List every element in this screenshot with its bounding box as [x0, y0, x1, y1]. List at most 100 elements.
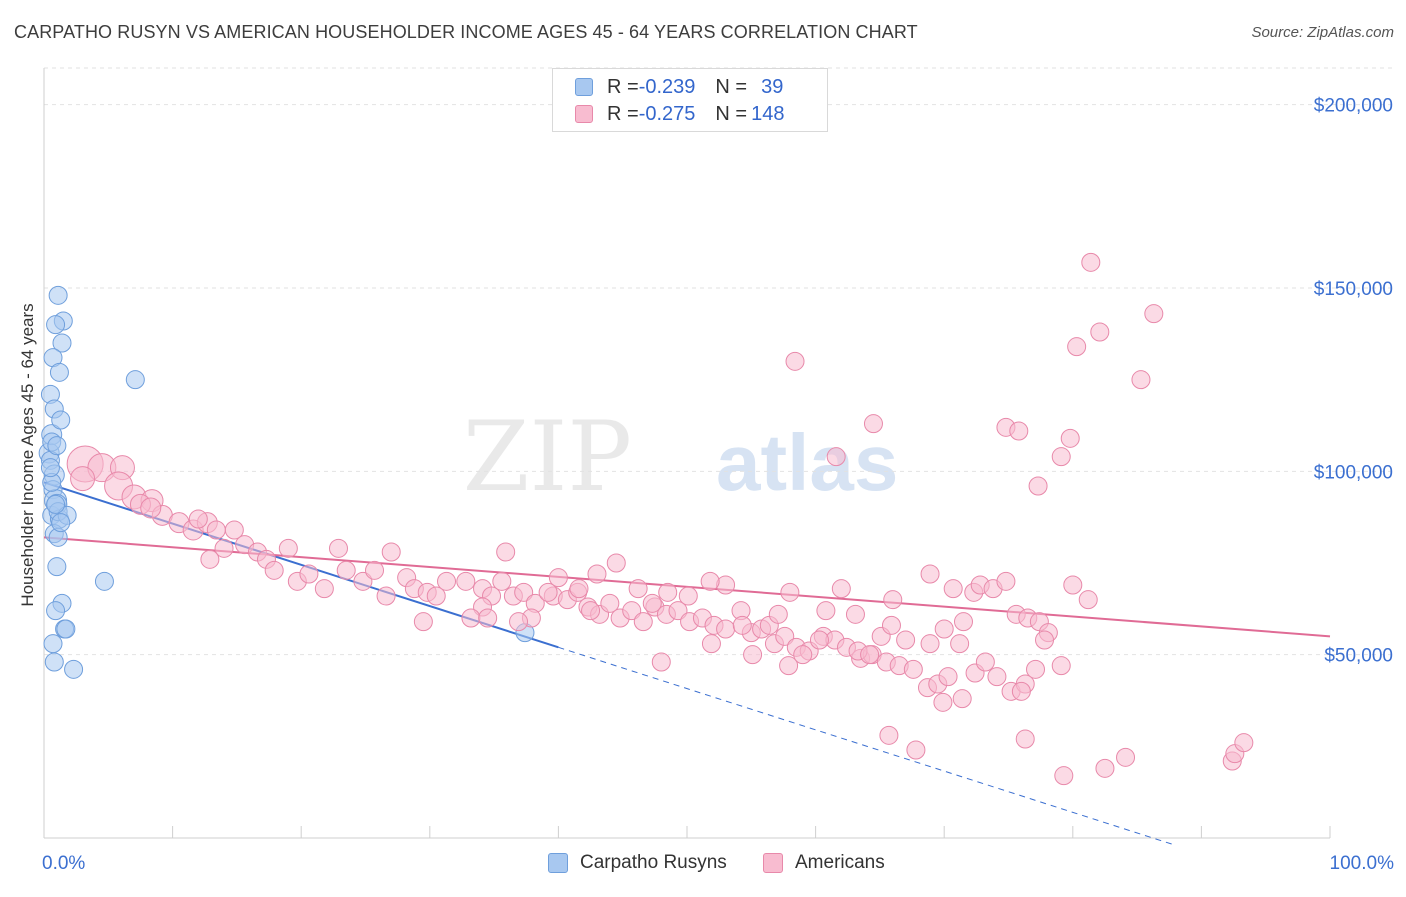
data-point: [70, 466, 96, 492]
watermark-atlas: atlas: [716, 418, 898, 507]
data-point: [496, 542, 516, 562]
legend-swatch-pink: [575, 105, 593, 123]
data-point: [328, 538, 348, 558]
data-point: [879, 725, 899, 745]
data-point: [996, 571, 1016, 591]
legend-row-carpatho: R = -0.239 N = 39: [575, 75, 783, 99]
data-point: [1063, 575, 1083, 595]
legend-r-label: R =: [607, 75, 639, 98]
legend-row-americans: R = -0.275 N = 148: [575, 102, 784, 126]
data-point: [1015, 729, 1035, 749]
data-point: [1067, 337, 1087, 357]
data-point: [1116, 747, 1136, 767]
data-point: [336, 560, 356, 580]
data-point: [903, 659, 923, 679]
data-point: [1051, 447, 1071, 467]
data-point: [1009, 421, 1029, 441]
data-point: [658, 582, 678, 602]
data-point: [606, 553, 626, 573]
watermark: ZIP atlas: [463, 401, 899, 513]
data-point: [492, 571, 512, 591]
data-point: [628, 579, 648, 599]
data-point: [701, 634, 721, 654]
data-point: [456, 571, 476, 591]
data-point: [743, 645, 763, 665]
bottom-legend-label: Carpatho Rusyns: [580, 852, 727, 873]
data-point: [1078, 590, 1098, 610]
data-point: [809, 630, 829, 650]
data-point: [509, 612, 529, 632]
data-point: [365, 560, 385, 580]
data-point: [1026, 659, 1046, 679]
data-point: [1060, 428, 1080, 448]
data-point: [43, 634, 63, 654]
data-point: [548, 568, 568, 588]
data-points: [38, 252, 1254, 786]
data-point: [987, 667, 1007, 687]
data-point: [906, 740, 926, 760]
data-point: [881, 615, 901, 635]
data-point: [206, 520, 226, 540]
data-point: [920, 564, 940, 584]
source-credit: Source: ZipAtlas.com: [1251, 24, 1394, 41]
data-point: [51, 513, 71, 533]
data-point: [200, 549, 220, 569]
chart-title: CARPATHO RUSYN VS AMERICAN HOUSEHOLDER I…: [14, 22, 918, 42]
series-carpatho-rusyns: [38, 285, 535, 679]
legend-n-value: 39: [761, 75, 784, 98]
data-point: [478, 608, 498, 628]
data-point: [413, 612, 433, 632]
data-point: [46, 315, 66, 335]
bottom-legend-carpatho: Carpatho Rusyns: [548, 852, 727, 874]
data-point: [1028, 476, 1048, 496]
data-point: [64, 659, 84, 679]
data-point: [780, 582, 800, 602]
data-point: [633, 612, 653, 632]
axes: [43, 68, 1331, 839]
data-point: [600, 593, 620, 613]
data-point: [47, 436, 67, 456]
data-point: [700, 571, 720, 591]
data-point: [381, 542, 401, 562]
data-point: [1095, 758, 1115, 778]
legend-n-value: 148: [751, 102, 785, 125]
y-tick-label: $150,000: [1314, 279, 1393, 300]
data-point: [896, 630, 916, 650]
data-point: [831, 579, 851, 599]
y-tick-label: $200,000: [1314, 96, 1393, 117]
data-point: [785, 351, 805, 371]
bottom-legend-swatch-pink: [763, 853, 783, 873]
x-tick-label: 100.0%: [1330, 853, 1395, 874]
data-point: [299, 564, 319, 584]
legend-n-label: N =: [715, 75, 748, 98]
data-point: [51, 410, 71, 430]
bottom-legend-label: Americans: [795, 852, 885, 873]
data-point: [125, 370, 145, 390]
data-point: [353, 571, 373, 591]
data-point: [52, 333, 72, 353]
data-point: [943, 579, 963, 599]
data-point: [581, 601, 601, 621]
data-point: [883, 590, 903, 610]
data-point: [668, 601, 688, 621]
data-point: [140, 497, 162, 519]
data-point: [934, 619, 954, 639]
data-point: [716, 575, 736, 595]
data-point: [826, 447, 846, 467]
data-point: [1234, 733, 1254, 753]
legend-n-label: N =: [715, 102, 748, 125]
data-point: [952, 689, 972, 709]
data-point: [1131, 370, 1151, 390]
data-point: [975, 652, 995, 672]
data-point: [845, 604, 865, 624]
data-point: [1035, 630, 1055, 650]
data-point: [860, 645, 880, 665]
data-point: [1081, 252, 1101, 272]
data-point: [863, 414, 883, 434]
watermark-zip: ZIP: [463, 401, 632, 513]
data-point: [920, 634, 940, 654]
data-point: [40, 458, 60, 478]
tick-labels: $50,000 $100,000 $150,000 $200,000 0.0% 100.0…: [42, 96, 1394, 874]
data-point: [775, 626, 795, 646]
data-point: [732, 615, 752, 635]
